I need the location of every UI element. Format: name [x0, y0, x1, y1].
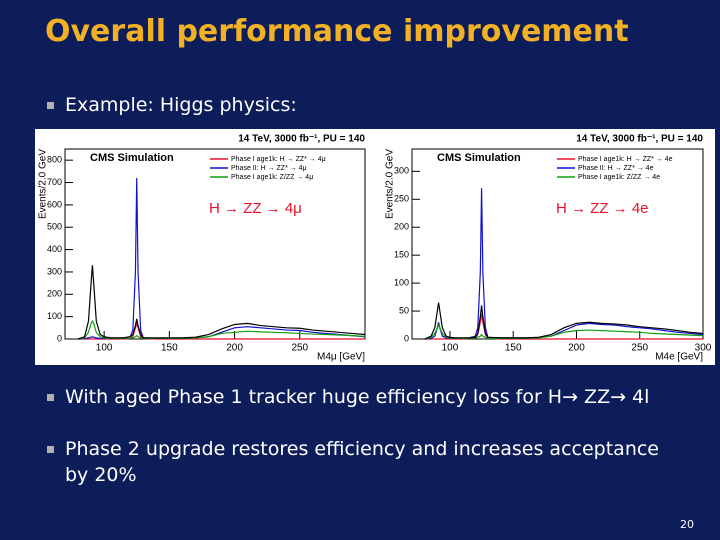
x-tick-label: 200: [568, 343, 585, 354]
legend-label: Phase I age1k: H → ZZ* → 4μ: [231, 156, 326, 163]
x-tick-label: 250: [291, 343, 308, 354]
y-axis-label: Events/2.0 GeV: [38, 149, 49, 219]
chart-header: 14 TeV, 3000 fb⁻¹, PU = 140: [576, 134, 703, 145]
y-tick-label: 50: [399, 305, 409, 315]
y-tick-label: 200: [394, 222, 409, 232]
x-tick-label: 150: [161, 343, 178, 354]
bullet-marker: [47, 102, 54, 109]
y-tick-label: 300: [394, 166, 409, 176]
series-line: [77, 265, 366, 340]
x-tick-label: 100: [96, 343, 113, 354]
annotation: H → ZZ → 4e: [556, 200, 649, 217]
y-tick-label: 250: [394, 194, 409, 204]
series-line: [424, 188, 704, 340]
page-number: 20: [680, 518, 694, 531]
chart-title: CMS Simulation: [90, 152, 174, 164]
annotation: H → ZZ → 4μ: [209, 200, 302, 217]
x-axis-label: M4μ [GeV]: [317, 352, 365, 363]
y-tick-label: 700: [47, 177, 62, 187]
legend-label: Phase II: H → ZZ* → 4e: [578, 165, 654, 172]
legend-label: Phase I age1k: Z/ZZ → 4e: [578, 174, 660, 181]
x-tick-label: 250: [631, 343, 648, 354]
series-line: [424, 313, 703, 340]
x-axis-label: M4e [GeV]: [655, 352, 703, 363]
y-tick-label: 400: [47, 244, 62, 254]
y-tick-label: 200: [47, 289, 62, 299]
bullet: Phase 2 upgrade restores efficiency and …: [65, 438, 659, 486]
series-line: [424, 323, 704, 340]
y-tick-label: 0: [57, 333, 62, 343]
y-tick-label: 500: [47, 222, 62, 232]
slide-title: Overall performance improvement: [45, 14, 629, 49]
y-tick-label: 0: [404, 333, 409, 343]
bullet-marker: [47, 394, 54, 401]
bullet: With aged Phase 1 tracker huge efficienc…: [65, 386, 650, 408]
series-line: [77, 319, 366, 340]
legend-label: Phase I age1k: Z/ZZ → 4μ: [231, 174, 313, 181]
x-tick-label: 200: [226, 343, 243, 354]
bullet: Example: Higgs physics:: [65, 94, 297, 116]
x-tick-label: 300: [695, 343, 712, 354]
y-tick-label: 150: [394, 250, 409, 260]
y-tick-label: 800: [47, 155, 62, 165]
x-tick-label: 100: [442, 343, 459, 354]
x-tick-label: 150: [505, 343, 522, 354]
legend-label: Phase I age1k: H → ZZ* → 4e: [578, 156, 673, 163]
legend-label: Phase II: H → ZZ* → 4μ: [231, 165, 307, 172]
bullet-marker: [47, 446, 54, 453]
y-tick-label: 100: [47, 311, 62, 321]
y-axis-label: Events/2.0 GeV: [385, 149, 396, 219]
chart-header: 14 TeV, 3000 fb⁻¹, PU = 140: [238, 134, 365, 145]
chart-title: CMS Simulation: [437, 152, 521, 164]
y-tick-label: 300: [47, 266, 62, 276]
series-line: [424, 302, 704, 340]
series-line: [78, 178, 366, 340]
y-tick-label: 600: [47, 199, 62, 209]
y-tick-label: 100: [394, 277, 409, 287]
